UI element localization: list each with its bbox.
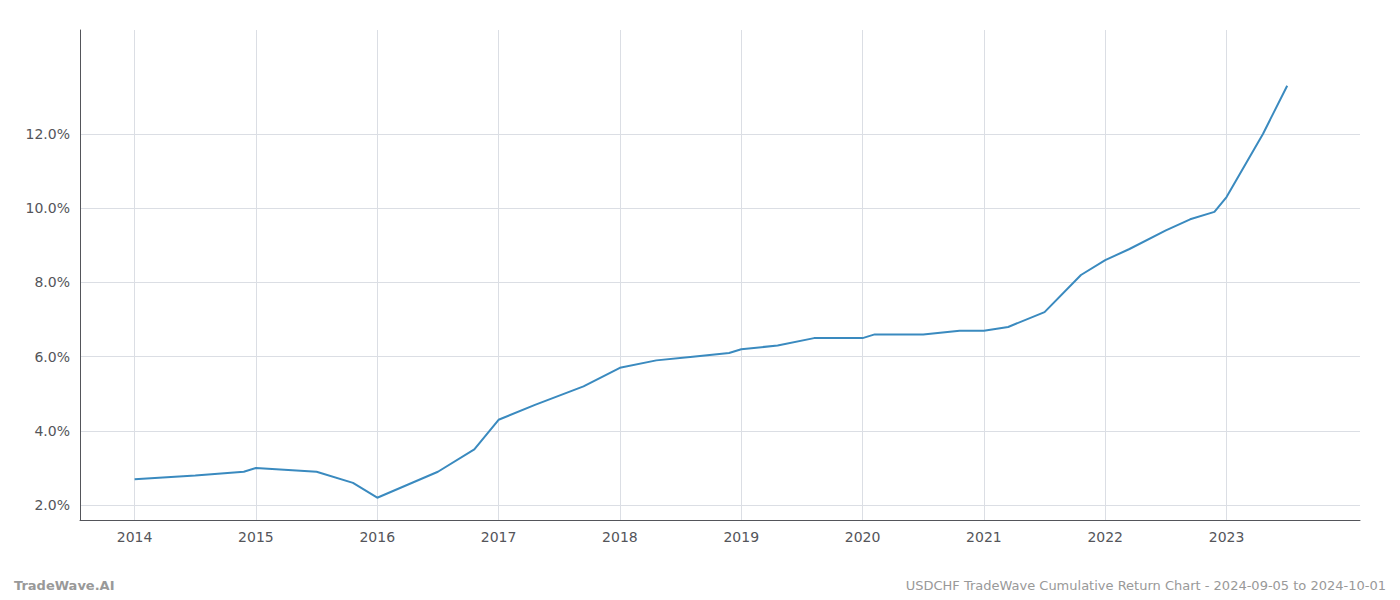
svg-text:2014: 2014 [117,529,153,545]
svg-text:2021: 2021 [966,529,1002,545]
svg-text:2018: 2018 [602,529,638,545]
svg-text:12.0%: 12.0% [26,126,70,142]
svg-text:2023: 2023 [1209,529,1245,545]
svg-text:2020: 2020 [845,529,881,545]
svg-text:2017: 2017 [481,529,517,545]
svg-text:TradeWave.AI: TradeWave.AI [14,578,115,593]
svg-text:2022: 2022 [1087,529,1123,545]
svg-text:USDCHF TradeWave Cumulative Re: USDCHF TradeWave Cumulative Return Chart… [906,578,1386,593]
svg-text:10.0%: 10.0% [26,200,70,216]
svg-text:6.0%: 6.0% [34,349,70,365]
svg-text:2019: 2019 [723,529,759,545]
svg-text:2016: 2016 [359,529,395,545]
svg-text:8.0%: 8.0% [34,274,70,290]
svg-text:2015: 2015 [238,529,274,545]
svg-text:4.0%: 4.0% [34,423,70,439]
svg-text:2.0%: 2.0% [34,497,70,513]
